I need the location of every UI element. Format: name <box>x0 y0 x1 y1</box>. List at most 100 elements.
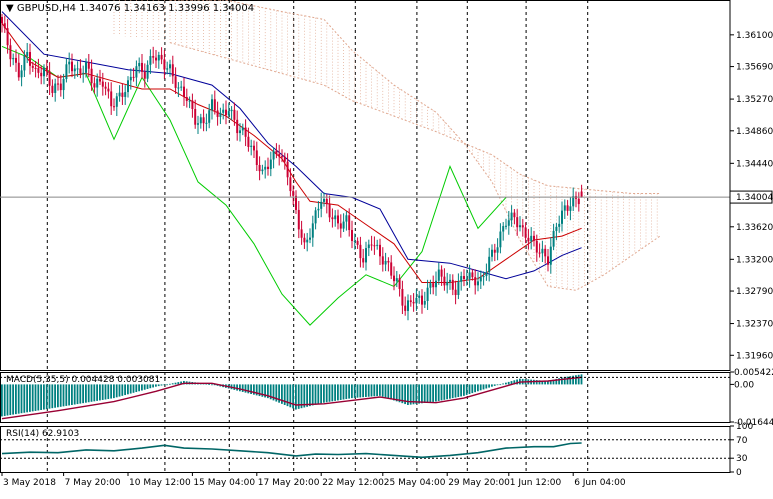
macd-histogram-bar <box>429 384 432 403</box>
macd-histogram-bar <box>510 381 513 385</box>
macd-histogram-bar <box>362 384 364 398</box>
macd-histogram-bar <box>337 384 339 401</box>
candle-body <box>328 204 331 218</box>
macd-histogram-bar <box>297 384 300 409</box>
candle-body <box>205 122 208 124</box>
candle-body <box>199 117 202 124</box>
candle-body <box>71 61 73 72</box>
candle-body <box>185 96 188 101</box>
macd-histogram-bar <box>160 384 163 386</box>
price-axis-label: 1.31960 <box>736 351 773 361</box>
candle-body <box>513 212 516 218</box>
macd-histogram-bar <box>552 379 555 385</box>
candle-body <box>166 68 169 70</box>
candle-body <box>477 281 479 286</box>
candle-body <box>460 276 463 282</box>
candle-body <box>269 159 272 170</box>
macd-histogram-bar <box>491 384 493 387</box>
macd-histogram-bar <box>236 384 238 391</box>
macd-histogram-bar <box>407 384 409 405</box>
macd-histogram-bar <box>132 384 135 393</box>
candle-body <box>454 289 457 295</box>
candle-body <box>552 230 555 247</box>
macd-panel-frame <box>0 372 731 423</box>
time-axis-label: 29 May 20:00 <box>448 478 510 488</box>
macd-histogram-bar <box>255 384 258 396</box>
candle-body <box>3 23 6 29</box>
macd-histogram-bar <box>379 384 381 396</box>
candle-body <box>20 70 23 78</box>
macd-histogram-bar <box>177 382 180 385</box>
macd-histogram-bar <box>401 384 404 404</box>
symbol-label: GBPUSD,H4 <box>16 3 76 14</box>
candle-body <box>219 112 222 117</box>
macd-histogram-bar <box>68 384 70 406</box>
collapse-triangle-icon[interactable]: ▼ <box>6 3 14 14</box>
macd-histogram-bar <box>460 384 462 397</box>
candle-body <box>222 109 225 113</box>
macd-histogram-bar <box>87 384 90 403</box>
candle-body <box>493 249 496 253</box>
macd-histogram-bar <box>471 384 474 394</box>
candle-body <box>79 68 82 74</box>
candle-body <box>429 283 432 288</box>
candle-body <box>194 109 197 125</box>
macd-label: MACD(5,35,5) 0.004428 0.003081 <box>6 375 160 385</box>
macd-histogram-bar <box>451 384 454 399</box>
candle-body <box>367 244 370 249</box>
candle-body <box>278 154 281 157</box>
macd-histogram-bar <box>208 384 210 385</box>
macd-histogram-bar <box>85 384 87 403</box>
macd-histogram-bar <box>544 380 546 385</box>
candle-body <box>443 276 446 286</box>
candle-body <box>499 231 502 248</box>
macd-histogram-bar <box>440 384 443 401</box>
macd-histogram-bar <box>93 384 96 402</box>
macd-histogram-bar <box>118 384 121 397</box>
candle-body <box>90 68 93 84</box>
candle-body <box>15 57 17 63</box>
macd-histogram-bar <box>205 383 208 385</box>
macd-histogram-bar <box>99 384 101 401</box>
candle-body <box>541 248 544 254</box>
time-axis-label: 7 May 20:00 <box>65 478 121 488</box>
macd-histogram-bar <box>575 375 577 385</box>
kumo-lower-edge <box>169 42 661 291</box>
macd-histogram-bar <box>314 384 317 405</box>
macd-histogram-bar <box>48 384 51 409</box>
candle-body <box>404 305 407 311</box>
candle-body <box>43 67 45 77</box>
macd-histogram-bar <box>449 384 451 399</box>
macd-histogram-bar <box>443 384 446 400</box>
macd-histogram-bar <box>342 384 345 400</box>
macd-histogram-bar <box>393 384 395 401</box>
candle-body <box>202 117 205 124</box>
candle-body <box>213 99 216 111</box>
candle-body <box>412 301 415 304</box>
candle-body <box>423 301 426 305</box>
macd-histogram-bar <box>381 384 384 397</box>
macd-histogram-bar <box>535 380 538 385</box>
rsi-axis-label: 30 <box>736 454 748 464</box>
macd-histogram-bar <box>180 381 182 385</box>
candle-body <box>538 252 541 254</box>
macd-histogram-bar <box>566 376 569 385</box>
candle-body <box>303 237 306 243</box>
macd-histogram-bar <box>54 384 56 408</box>
macd-histogram-bar <box>31 384 34 412</box>
candle-body <box>12 57 15 60</box>
candle-body <box>345 215 348 222</box>
macd-histogram-bar <box>541 380 544 385</box>
candle-body <box>1 17 3 24</box>
macd-histogram-bar <box>29 384 31 412</box>
price-axis-label: 1.33620 <box>736 223 773 233</box>
candle-body <box>300 229 303 238</box>
candle-body <box>149 56 152 65</box>
candle-body <box>449 279 451 282</box>
candle-body <box>87 62 90 69</box>
candle-body <box>104 86 107 89</box>
candle-body <box>82 72 85 74</box>
macd-histogram-bar <box>101 384 104 400</box>
candle-body <box>491 249 493 257</box>
